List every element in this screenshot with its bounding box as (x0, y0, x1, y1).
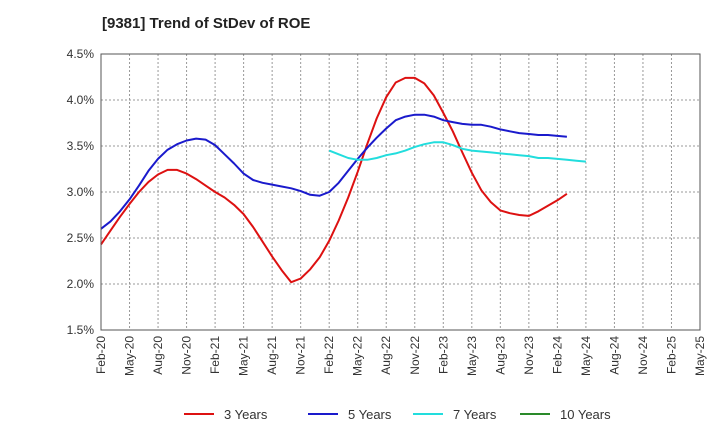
x-tick-label: May-24 (579, 336, 593, 376)
series-line-3-years (100, 76, 568, 284)
x-tick-label: May-20 (123, 336, 137, 376)
legend-label: 5 Years (348, 407, 392, 422)
series-lines (100, 76, 586, 284)
x-tick-label: May-22 (351, 336, 365, 376)
y-tick-label: 3.5% (67, 139, 95, 153)
y-tick-label: 4.0% (67, 93, 95, 107)
y-tick-label: 1.5% (67, 323, 95, 337)
y-tick-label: 2.0% (67, 277, 95, 291)
x-tick-label: Feb-24 (550, 336, 564, 374)
series-line-7-years (328, 141, 586, 163)
x-tick-label: Aug-24 (607, 336, 621, 375)
x-tick-label: Nov-21 (294, 336, 308, 375)
x-tick-label: Feb-25 (664, 336, 678, 374)
grid (100, 53, 701, 331)
x-tick-label: Nov-22 (408, 336, 422, 375)
x-tick-label: Feb-22 (322, 336, 336, 374)
x-tick-label: May-21 (237, 336, 251, 376)
x-tick-label: Aug-22 (379, 336, 393, 375)
x-tick-label: Nov-24 (636, 336, 650, 375)
legend-label: 3 Years (224, 407, 268, 422)
legend-label: 10 Years (560, 407, 611, 422)
x-tick-label: Nov-20 (180, 336, 194, 375)
x-tick-label: Aug-21 (265, 336, 279, 375)
y-tick-label: 2.5% (67, 231, 95, 245)
series-line-5-years (100, 113, 567, 230)
x-tick-label: Feb-20 (94, 336, 108, 374)
x-axis-ticks: Feb-20 May-20 Aug-20 Nov-20 Feb-21 May-21 Aug-… (94, 336, 707, 376)
x-tick-label: Nov-23 (522, 336, 536, 375)
y-tick-label: 3.0% (67, 185, 95, 199)
y-axis-ticks: 1.5% 2.0% 2.5% 3.0% 3.5% 4.0% 4.5% (67, 47, 95, 337)
plot-frame (100, 53, 701, 331)
plot-border (100, 53, 701, 331)
x-tick-label: May-25 (693, 336, 707, 376)
x-tick-label: Feb-21 (208, 336, 222, 374)
x-tick-label: Feb-23 (436, 336, 450, 374)
chart-title: [9381] Trend of StDev of ROE (102, 15, 310, 32)
x-tick-label: Aug-23 (493, 336, 507, 375)
legend-label: 7 Years (453, 407, 497, 422)
legend: 3 Years 5 Years 7 Years 10 Years (184, 407, 611, 422)
x-tick-label: May-23 (465, 336, 479, 376)
x-tick-label: Aug-20 (151, 336, 165, 375)
y-tick-label: 4.5% (67, 47, 95, 61)
